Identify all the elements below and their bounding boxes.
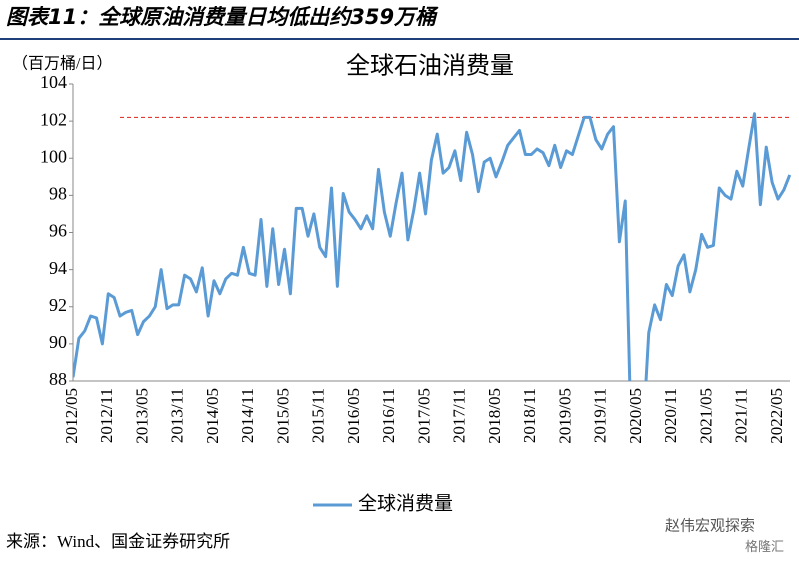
plot-area — [73, 112, 792, 381]
line — [73, 112, 792, 381]
figure-title: 图表11：全球原油消费量日均低出约359万桶 — [6, 5, 439, 29]
watermark: 赵伟宏观探索 — [665, 517, 755, 534]
chart-title: 全球石油消费量 — [346, 53, 514, 80]
y-tick-label: 94 — [49, 258, 67, 278]
x-tick-label: 2021/05 — [696, 388, 715, 444]
x-tick-label: 2015/11 — [309, 388, 328, 443]
x-tick-label: 2015/05 — [273, 388, 292, 444]
x-tick-label: 2013/11 — [168, 388, 187, 443]
x-tick-label: 2018/11 — [520, 388, 539, 443]
x-tick-label: 2019/05 — [555, 388, 574, 444]
y-tick-label: 100 — [40, 146, 67, 166]
x-tick-label: 2014/05 — [203, 388, 222, 444]
x-tick-label: 2014/11 — [238, 388, 257, 443]
x-tick-label: 2019/11 — [591, 388, 610, 443]
y-tick-label: 96 — [49, 221, 67, 241]
x-tick-label: 2012/11 — [97, 388, 116, 443]
source: 来源：Wind、国金证券研究所 — [6, 532, 230, 551]
watermark: 格隆汇 — [745, 539, 784, 554]
y-tick-label: 98 — [49, 184, 67, 204]
y-tick-label: 104 — [40, 72, 67, 92]
x-tick-label: 2022/05 — [767, 388, 786, 444]
x-tick-label: 2013/05 — [132, 388, 151, 444]
y-tick-label: 88 — [49, 369, 67, 389]
y-tick-label: 90 — [49, 332, 67, 352]
x-tick-label: 2021/11 — [732, 388, 751, 443]
legend-label: 全球消费量 — [358, 492, 453, 514]
unit-label: （百万桶/日） — [12, 55, 112, 73]
x-tick-label: 2012/05 — [62, 388, 81, 444]
x-tick-label: 2017/11 — [450, 388, 469, 443]
x-tick-label: 2017/05 — [414, 388, 433, 444]
x-tick-label: 2020/05 — [626, 388, 645, 444]
y-tick-label: 92 — [49, 295, 67, 315]
y-tick-label: 102 — [40, 109, 67, 129]
x-tick-label: 2020/11 — [661, 388, 680, 443]
x-tick-label: 2016/05 — [344, 388, 363, 444]
x-tick-label: 2016/11 — [379, 388, 398, 443]
x-tick-label: 2018/05 — [485, 388, 504, 444]
